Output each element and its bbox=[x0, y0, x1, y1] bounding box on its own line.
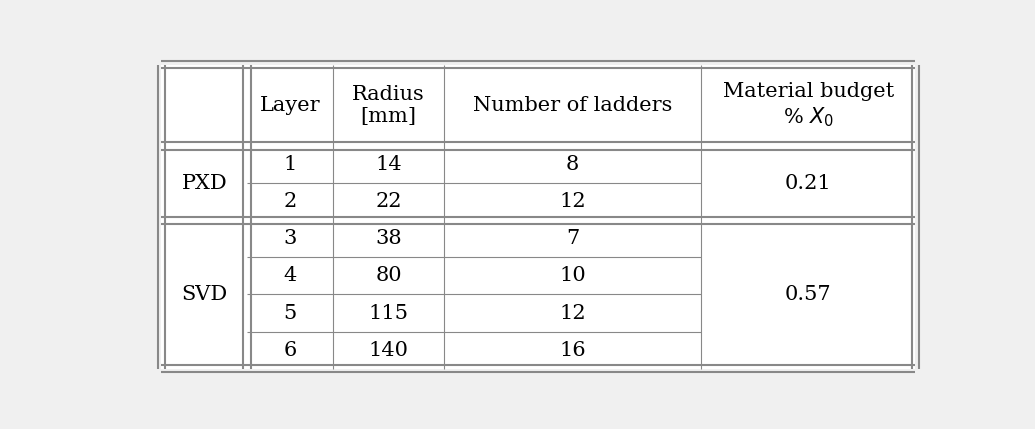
Text: 80: 80 bbox=[376, 266, 402, 285]
Text: 140: 140 bbox=[368, 341, 409, 360]
Text: 3: 3 bbox=[284, 230, 297, 248]
Text: 1: 1 bbox=[284, 155, 297, 174]
Text: 22: 22 bbox=[376, 192, 402, 211]
Text: 7: 7 bbox=[566, 230, 580, 248]
Text: PXD: PXD bbox=[181, 174, 227, 193]
Text: SVD: SVD bbox=[181, 285, 228, 304]
Text: Number of ladders: Number of ladders bbox=[473, 96, 673, 115]
Text: 0.21: 0.21 bbox=[785, 174, 832, 193]
Text: 0.57: 0.57 bbox=[785, 285, 832, 304]
Text: 12: 12 bbox=[560, 192, 586, 211]
Text: 6: 6 bbox=[284, 341, 297, 360]
Text: Material budget
% $X_0$: Material budget % $X_0$ bbox=[722, 82, 894, 129]
Text: 10: 10 bbox=[559, 266, 586, 285]
Text: 12: 12 bbox=[560, 303, 586, 323]
Text: Radius
[mm]: Radius [mm] bbox=[352, 85, 425, 126]
Text: 8: 8 bbox=[566, 155, 580, 174]
Text: 5: 5 bbox=[284, 303, 297, 323]
Text: 38: 38 bbox=[376, 230, 402, 248]
Text: 4: 4 bbox=[284, 266, 297, 285]
Text: Layer: Layer bbox=[260, 96, 320, 115]
Text: 115: 115 bbox=[368, 303, 409, 323]
Text: 14: 14 bbox=[376, 155, 402, 174]
Text: 2: 2 bbox=[284, 192, 297, 211]
Text: 16: 16 bbox=[560, 341, 586, 360]
